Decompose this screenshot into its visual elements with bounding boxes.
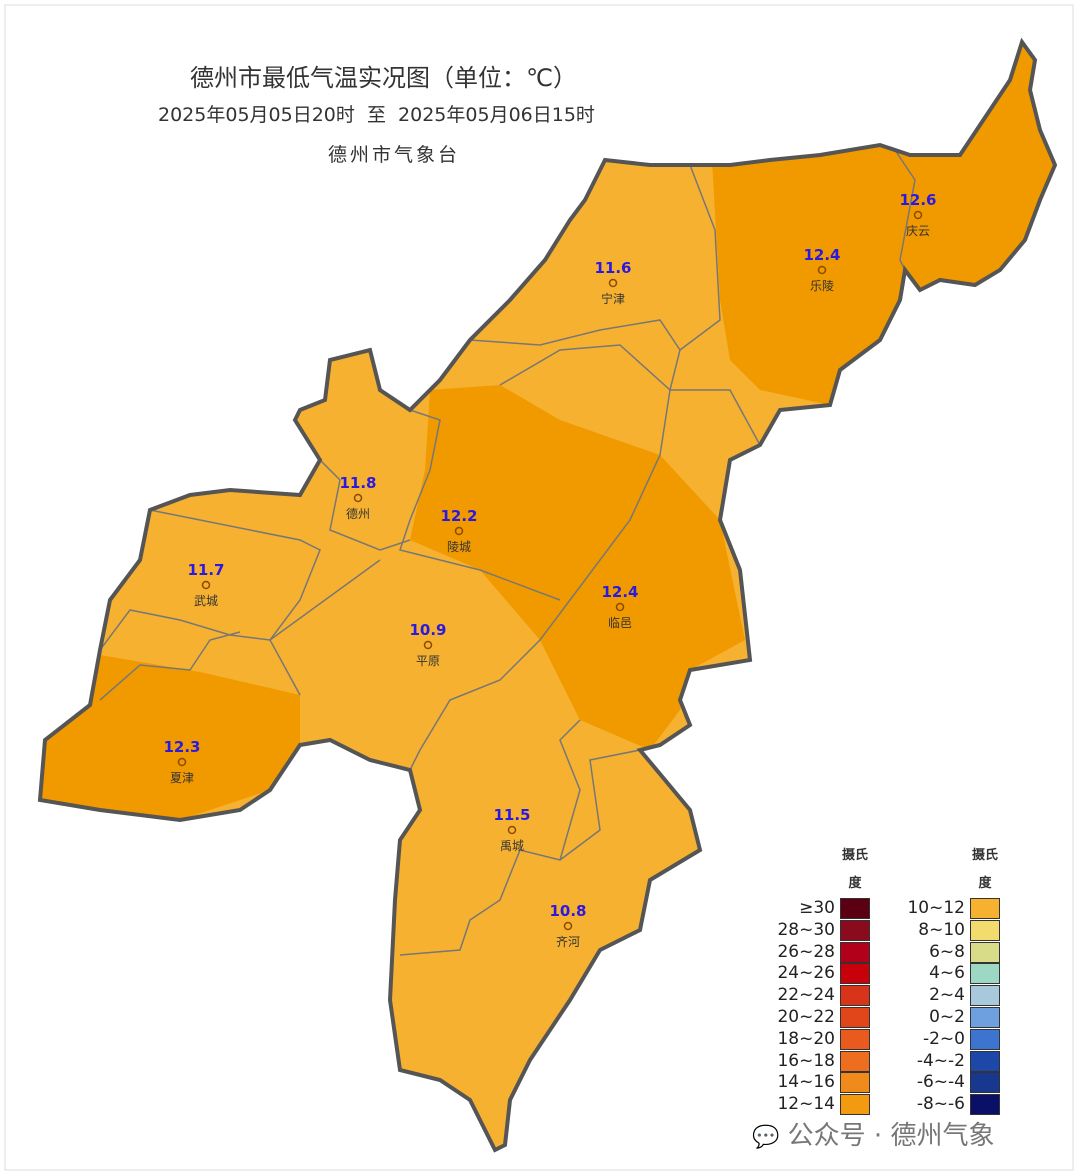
map-title: 德州市最低气温实况图（单位：℃） (190, 64, 577, 92)
station-name: 武城 (194, 594, 218, 608)
legend-swatch (840, 1072, 870, 1094)
station-name: 夏津 (170, 771, 194, 785)
legend-label: 10~12 (907, 898, 965, 918)
legend-label: 8~10 (918, 919, 965, 940)
station-value: 11.6 (594, 259, 631, 277)
frame (4, 4, 1074, 1171)
station-marker (913, 210, 923, 220)
map-agency: 德州市气象台 (328, 144, 461, 166)
watermark-text: 公众号 · 德州气象 (787, 1121, 995, 1151)
legend-label: 14~16 (777, 1072, 835, 1093)
station-value: 12.4 (803, 246, 840, 264)
legend-swatch (970, 1050, 1000, 1072)
legend-header: 摄氏度 (841, 848, 868, 891)
station-value: 10.8 (549, 902, 586, 920)
legend-label: -6~-4 (916, 1072, 965, 1093)
legend-label: -4~-2 (916, 1050, 965, 1071)
legend-label: 22~24 (777, 985, 835, 1006)
station-name: 临邑 (608, 616, 632, 630)
legend-swatch (840, 963, 870, 985)
legend-swatch (840, 1094, 870, 1116)
legend-swatch (970, 1007, 1000, 1028)
station-name: 陵城 (447, 540, 471, 554)
legend-label: 4~6 (929, 963, 965, 984)
station-marker (423, 640, 433, 650)
legend-swatch (840, 1028, 870, 1050)
legend-label: 6~8 (929, 941, 965, 962)
legend-swatch (970, 941, 1000, 963)
station-marker (817, 265, 827, 275)
legend-label: 2~4 (929, 985, 965, 1006)
legend-label: 16~18 (777, 1050, 835, 1071)
station-name: 宁津 (601, 291, 625, 306)
station-marker (177, 757, 187, 767)
legend-label: 18~20 (777, 1028, 835, 1049)
legend-swatch (970, 963, 1000, 985)
station-marker (563, 921, 573, 931)
legend-swatch (970, 1072, 1000, 1094)
station-value: 11.8 (339, 474, 376, 492)
legend-label: -8~-6 (916, 1094, 965, 1115)
station-name: 乐陵 (810, 279, 834, 293)
legend-swatch (970, 898, 1000, 919)
station-marker (608, 278, 618, 288)
legend-swatch (970, 919, 1000, 941)
legend-label: 24~26 (777, 963, 835, 984)
legend-label: ≥30 (799, 898, 835, 918)
legend-swatch (840, 985, 870, 1007)
station-value: 10.9 (409, 621, 446, 639)
area-12-14 (410, 385, 745, 750)
station-marker (615, 602, 625, 612)
map-subtitle: 2025年05月05日20时 至 2025年05月06日15时 (158, 104, 595, 126)
legend-label: 26~28 (777, 941, 835, 962)
station-value: 12.2 (440, 507, 477, 525)
watermark: 💬 公众号 · 德州气象 (752, 1115, 994, 1152)
legend-label: 0~2 (929, 1007, 965, 1027)
station-marker (353, 493, 363, 503)
station-marker (454, 526, 464, 536)
legend-swatch (840, 919, 870, 941)
station-value: 12.4 (601, 583, 638, 601)
station-name: 德州 (346, 506, 370, 521)
legend-label: 28~30 (777, 919, 835, 940)
legend-swatch (840, 941, 870, 963)
legend-swatch (970, 1094, 1000, 1116)
stations: 12.6 庆云 12.4 乐陵 11.6 宁津 11.8 德州 12.2 陵城 11.7 武城 12.4… (163, 191, 936, 949)
station-value: 11.7 (187, 561, 224, 579)
legend-label: -2~0 (922, 1028, 965, 1049)
station-value: 12.3 (163, 738, 200, 756)
station-marker (507, 825, 517, 835)
legend-swatch (840, 1007, 870, 1028)
area-12-14 (40, 655, 300, 820)
legend-swatch (970, 985, 1000, 1007)
station-name: 平原 (416, 654, 440, 668)
legend-label: 12~14 (777, 1094, 835, 1115)
legend-header: 摄氏度 (971, 848, 998, 891)
station-name: 庆云 (906, 224, 930, 238)
wechat-icon: 💬 (752, 1125, 780, 1150)
station-value: 12.6 (899, 191, 936, 209)
legend-label: 20~22 (777, 1007, 835, 1027)
station-name: 齐河 (556, 934, 580, 949)
station-value: 11.5 (493, 806, 530, 824)
legend-swatch (840, 1050, 870, 1072)
station-name: 禹城 (500, 839, 524, 853)
legend-swatch (970, 1028, 1000, 1050)
legend-swatch (840, 898, 870, 919)
county-borders (99, 149, 916, 956)
station-marker (201, 580, 211, 590)
